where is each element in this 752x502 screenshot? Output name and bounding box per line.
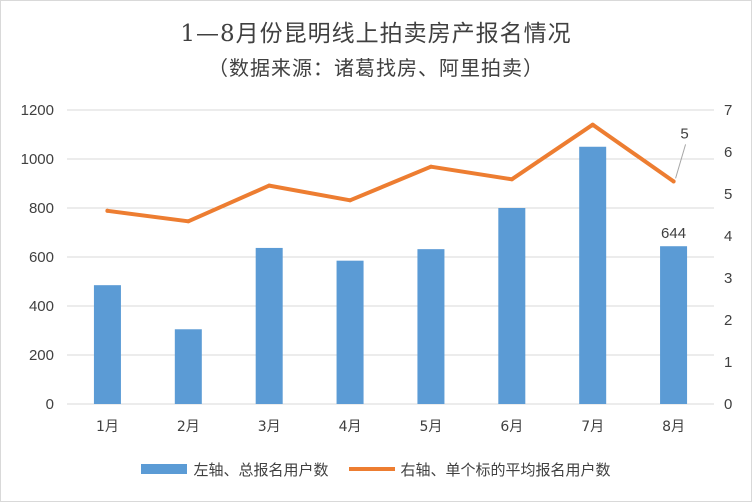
- line-point: [348, 198, 353, 203]
- legend-bar-swatch: [141, 464, 188, 474]
- y-left-tick-label: 800: [29, 200, 54, 217]
- x-tick-label: 2月: [177, 419, 200, 435]
- y-left-tick-label: 1200: [21, 102, 54, 119]
- x-tick-label: 3月: [258, 419, 281, 435]
- bar: [174, 329, 202, 404]
- y-right-tick-label: 2: [724, 312, 732, 329]
- chart-title: 1—8月份昆明线上拍卖房产报名情况: [180, 21, 572, 47]
- bar: [336, 260, 364, 404]
- y-right-tick-label: 4: [724, 228, 732, 245]
- y-left-tick-label: 400: [29, 298, 54, 315]
- bar: [579, 146, 607, 404]
- legend-item-bar: 左轴、总报名用户数: [141, 459, 329, 480]
- y-left-tick-label: 0: [46, 396, 54, 413]
- line-point: [267, 183, 272, 188]
- bar: [93, 285, 121, 404]
- y-right-tick-label: 1: [724, 354, 732, 371]
- y-left-tick-label: 1000: [21, 151, 54, 168]
- bar: [255, 247, 283, 404]
- bar-data-label: 644: [661, 225, 686, 242]
- legend-line-label: 右轴、单个标的平均报名用户数: [400, 460, 611, 479]
- y-left-tick-label: 200: [29, 347, 54, 364]
- y-left-tick-label: 600: [29, 249, 54, 266]
- line-point: [105, 208, 110, 213]
- chart-legend: 左轴、总报名用户数 右轴、单个标的平均报名用户数: [0, 458, 752, 480]
- line-point: [590, 122, 595, 127]
- y-right-tick-label: 6: [724, 144, 732, 161]
- x-tick-label: 6月: [500, 419, 523, 435]
- legend-line-swatch: [348, 467, 395, 471]
- bar: [660, 246, 688, 404]
- x-tick-label: 4月: [339, 419, 362, 435]
- x-tick-label: 5月: [419, 419, 442, 435]
- legend-item-line: 右轴、单个标的平均报名用户数: [348, 459, 611, 480]
- line-point: [428, 164, 433, 169]
- line-point: [671, 179, 676, 184]
- series-line: [105, 122, 676, 224]
- x-tick-label: 8月: [662, 419, 685, 435]
- x-tick-label: 1月: [96, 419, 119, 435]
- legend-bar-label: 左轴、总报名用户数: [193, 460, 329, 479]
- line-point: [186, 219, 191, 224]
- y-right-tick-label: 3: [724, 270, 732, 287]
- chart-subtitle: （数据来源：诸葛找房、阿里拍卖）: [208, 56, 544, 80]
- line-point: [509, 177, 514, 182]
- bar: [417, 249, 445, 404]
- line-data-label: 5: [680, 125, 688, 142]
- x-tick-label: 7月: [581, 419, 604, 435]
- y-right-tick-label: 7: [724, 102, 732, 119]
- bar: [498, 208, 526, 404]
- y-right-tick-label: 5: [724, 186, 732, 203]
- data-label-leader: [675, 144, 687, 179]
- y-right-tick-label: 0: [724, 396, 732, 413]
